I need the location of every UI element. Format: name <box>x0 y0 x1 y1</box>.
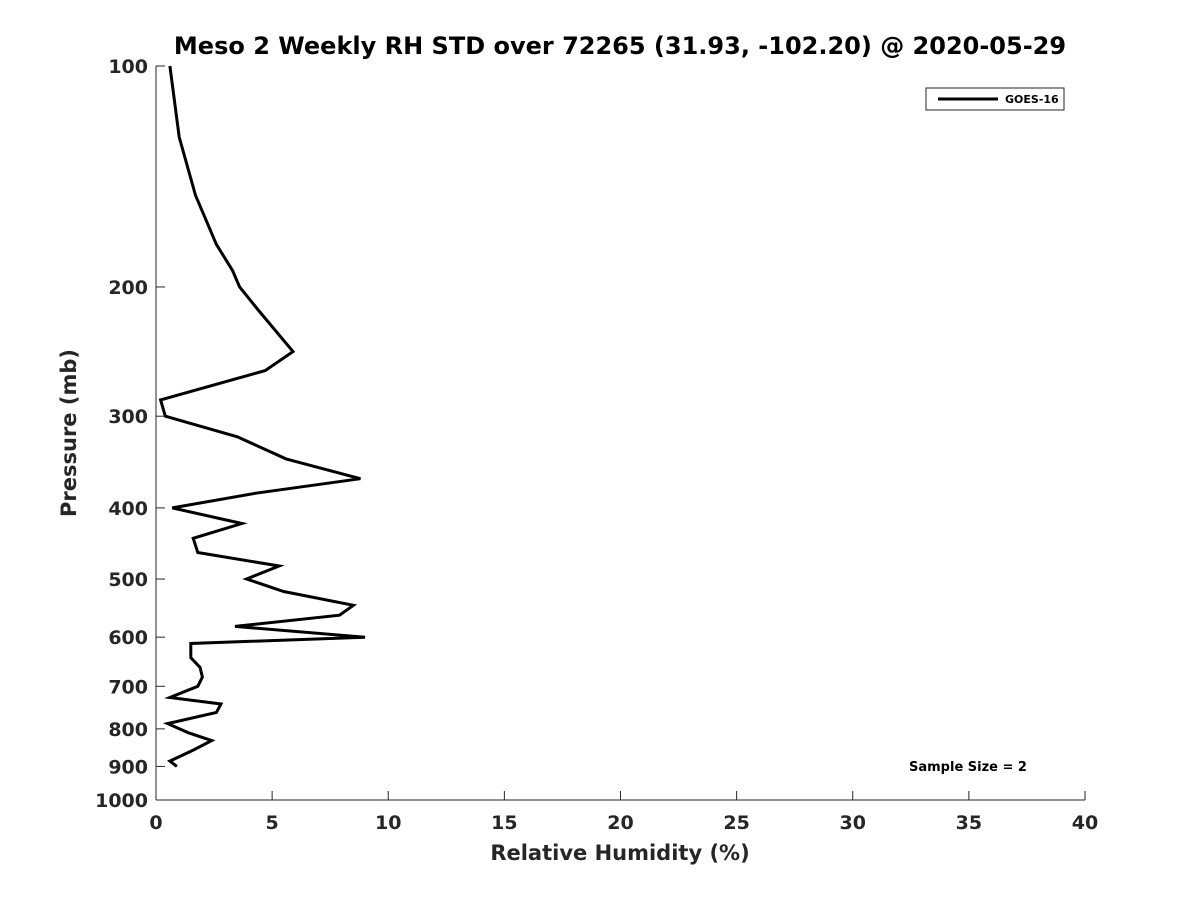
legend-label-goes-16: GOES-16 <box>1005 93 1059 106</box>
y-tick-label: 900 <box>108 756 148 778</box>
x-tick-label: 40 <box>1072 812 1098 834</box>
x-tick-label: 35 <box>956 812 982 834</box>
y-tick-label: 500 <box>108 569 148 591</box>
y-tick-label: 600 <box>108 627 148 649</box>
y-tick-label: 700 <box>108 676 148 698</box>
chart-title: Meso 2 Weekly RH STD over 72265 (31.93, … <box>174 32 1066 60</box>
series-line-goes-16 <box>158 65 366 768</box>
x-tick-label: 5 <box>266 812 279 834</box>
y-axis: 100 200 300 400 500 600 700 800 900 1000 <box>95 56 165 812</box>
x-tick-label: 20 <box>607 812 633 834</box>
y-tick-label: 300 <box>108 406 148 428</box>
x-axis: 0 5 10 15 20 25 30 35 40 <box>149 791 1098 834</box>
x-tick-label: 25 <box>723 812 749 834</box>
sample-size-annotation: Sample Size = 2 <box>909 760 1027 775</box>
plot-area <box>158 65 366 768</box>
y-axis-title: Pressure (mb) <box>57 349 81 517</box>
x-tick-label: 10 <box>375 812 401 834</box>
legend: GOES-16 <box>925 87 1065 111</box>
y-tick-label: 1000 <box>95 790 148 812</box>
y-tick-label: 200 <box>108 277 148 299</box>
x-axis-title: Relative Humidity (%) <box>490 841 749 865</box>
y-tick-label: 100 <box>108 56 148 78</box>
y-tick-label: 400 <box>108 498 148 520</box>
y-tick-label: 800 <box>108 719 148 741</box>
x-tick-label: 0 <box>149 812 162 834</box>
x-tick-label: 15 <box>491 812 517 834</box>
x-tick-label: 30 <box>840 812 866 834</box>
